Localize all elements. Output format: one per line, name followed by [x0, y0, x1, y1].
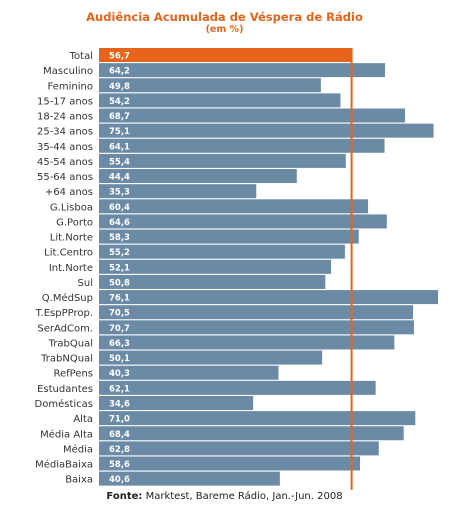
value-label: 49,8 [109, 82, 130, 92]
value-label: 58,6 [109, 460, 130, 470]
category-label: G.Lisboa [50, 202, 93, 213]
bar [99, 169, 297, 184]
category-label: RefPens [53, 369, 93, 380]
category-label: 45-54 anos [37, 157, 93, 168]
category-label: 55-64 anos [37, 172, 93, 183]
bar [99, 153, 346, 168]
category-label: 15-17 anos [37, 96, 93, 107]
category-label: SerAdCom. [37, 323, 93, 334]
value-label: 64,1 [109, 142, 130, 152]
category-label: TrabQual [48, 338, 93, 349]
source-note: Fonte: Marktest, Bareme Rádio, Jan.-Jun.… [0, 491, 449, 502]
category-label: Feminino [48, 81, 93, 92]
value-label: 58,3 [109, 233, 130, 243]
bar [99, 456, 361, 471]
category-label: Q.MédSup [42, 292, 93, 304]
bar [99, 395, 254, 410]
value-label: 62,8 [109, 445, 130, 455]
category-label: TrabNQual [40, 354, 93, 365]
chart-subtitle: (em %) [205, 24, 244, 35]
bar [99, 199, 369, 214]
category-label: 18-24 anos [37, 112, 93, 123]
bar [99, 471, 280, 486]
bar [99, 48, 352, 62]
value-label: 64,2 [109, 67, 130, 77]
category-label: Alta [73, 414, 93, 425]
bar [99, 229, 359, 244]
bar [99, 290, 438, 305]
category-label: Int.Norte [49, 263, 93, 274]
value-label: 75,1 [109, 127, 130, 137]
category-label: Domésticas [35, 398, 93, 410]
value-label: 44,4 [109, 173, 130, 183]
bar [99, 305, 414, 320]
category-label: +64 anos [45, 187, 93, 198]
bar [99, 63, 385, 78]
chart-title: Audiência Acumulada de Véspera de Rádio [86, 10, 363, 24]
category-label: Lit.Norte [50, 233, 93, 244]
category-label: Lit.Centro [44, 248, 93, 259]
category-label: 35-44 anos [37, 142, 93, 153]
source-label: Fonte: [106, 491, 143, 502]
bar [99, 244, 345, 259]
bar [99, 93, 341, 108]
category-label: Baixa [65, 475, 93, 486]
value-label: 52,1 [109, 263, 130, 273]
value-label: 76,1 [109, 294, 130, 304]
value-label: 70,7 [109, 324, 130, 334]
bar [99, 380, 376, 395]
value-label: 55,4 [109, 157, 130, 167]
bar [99, 350, 323, 365]
value-label: 34,6 [109, 399, 130, 409]
bar [99, 365, 279, 380]
value-label: 35,3 [109, 188, 130, 198]
category-label: Sul [78, 278, 93, 289]
source-text: Marktest, Bareme Rádio, Jan.-Jun. 2008 [142, 491, 343, 502]
category-label: Média [63, 443, 93, 455]
category-label: Média Alta [40, 428, 93, 440]
bar [99, 78, 321, 93]
value-label: 68,4 [109, 430, 130, 440]
bar [99, 411, 416, 426]
bar [99, 214, 387, 229]
bar [99, 138, 385, 153]
category-label: Masculino [43, 66, 93, 77]
bar [99, 320, 414, 335]
category-label: Estudantes [37, 384, 93, 395]
bar [99, 426, 404, 441]
bar [99, 108, 406, 123]
value-label: 60,4 [109, 203, 130, 213]
value-label: 70,5 [109, 309, 130, 319]
category-label: T.EspPProp. [35, 308, 93, 319]
value-label: 40,3 [109, 369, 130, 379]
bar [99, 184, 257, 199]
value-label: 62,1 [109, 384, 130, 394]
category-label: 25-34 anos [37, 127, 93, 138]
value-label: 50,8 [109, 278, 130, 288]
value-label: 68,7 [109, 112, 130, 122]
value-label: 66,3 [109, 339, 130, 349]
bar [99, 335, 395, 350]
value-label: 54,2 [109, 97, 130, 107]
value-label: 64,6 [109, 218, 130, 228]
category-label: MédiaBaixa [35, 459, 93, 471]
value-label: 55,2 [109, 248, 130, 258]
category-label: Total [69, 51, 93, 62]
category-label: G.Porto [56, 217, 93, 228]
bar [99, 259, 332, 274]
bar [99, 123, 434, 138]
bar [99, 441, 379, 456]
value-label: 40,6 [109, 475, 130, 485]
value-label: 71,0 [109, 415, 130, 425]
value-label: 50,1 [109, 354, 130, 364]
value-label: 56,7 [109, 52, 130, 62]
bar [99, 274, 326, 289]
